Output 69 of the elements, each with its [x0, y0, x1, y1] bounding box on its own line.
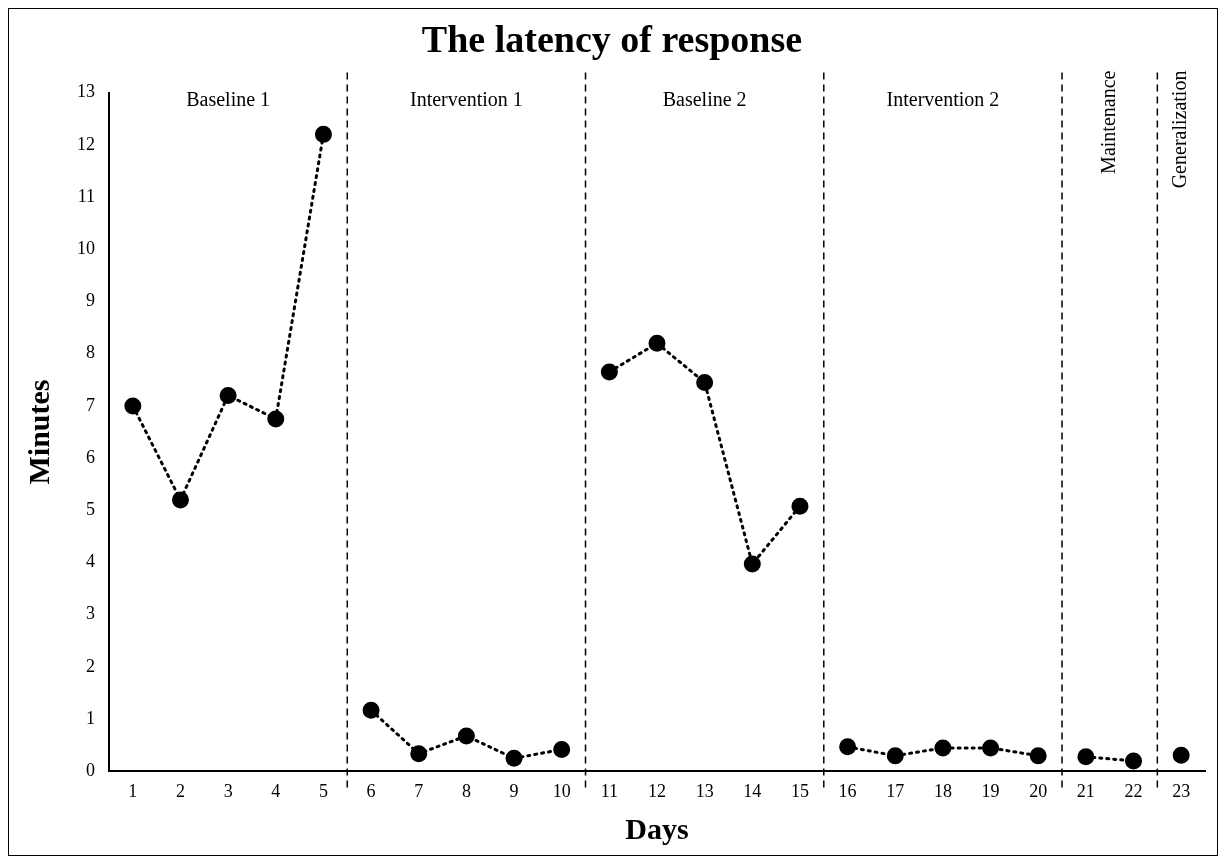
y-tick-label: 4 — [86, 551, 95, 572]
x-tick-label: 19 — [981, 780, 1000, 801]
x-tick-label: 14 — [743, 780, 762, 801]
x-tick-label: 17 — [886, 780, 905, 801]
x-tick-label: 22 — [1124, 780, 1143, 801]
point — [219, 386, 237, 404]
annotation: Intervention 2 — [886, 87, 1000, 110]
x-tick-label: 2 — [175, 780, 185, 801]
y-tick-label: 10 — [77, 237, 95, 258]
x-tick-label: 10 — [552, 780, 571, 801]
y-tick-label: 0 — [86, 760, 95, 781]
point — [696, 373, 714, 391]
x-tick-label: 11 — [600, 780, 619, 801]
point — [362, 701, 380, 719]
y-tick-label: 1 — [86, 707, 95, 728]
annotation: Generalization — [1168, 70, 1191, 189]
x-tick-label: 3 — [223, 780, 233, 801]
annotation: Baseline 2 — [662, 87, 747, 110]
point — [171, 491, 189, 509]
x-tick-label: 12 — [648, 780, 666, 801]
point — [1125, 752, 1143, 770]
x-tick-label: 13 — [695, 780, 714, 801]
point — [314, 125, 332, 143]
annotation: Intervention 1 — [410, 87, 523, 110]
x-tick-label: 23 — [1172, 780, 1191, 801]
x-tick-label: 8 — [461, 780, 471, 801]
y-tick-label: 5 — [86, 499, 95, 520]
y-tick-label: 13 — [77, 81, 95, 102]
point — [1029, 747, 1047, 765]
x-tick-label: 1 — [128, 780, 138, 801]
x-tick-label: 6 — [366, 780, 376, 801]
point — [505, 749, 523, 767]
point — [1172, 746, 1190, 764]
point — [839, 738, 857, 756]
x-tick-label: 5 — [318, 780, 328, 801]
point — [743, 555, 761, 573]
point — [124, 397, 142, 415]
x-tick-label: 15 — [790, 780, 809, 801]
point — [648, 334, 666, 352]
y-tick-label: 8 — [86, 342, 95, 363]
point — [934, 739, 952, 757]
point — [886, 747, 904, 765]
point — [982, 739, 1000, 757]
point — [410, 745, 428, 763]
y-tick-label: 3 — [86, 603, 95, 624]
chart-title: The latency of response — [421, 17, 803, 60]
x-tick-label: 4 — [271, 780, 281, 801]
y-axis-title: Minutes — [21, 379, 55, 485]
x-tick-label: 9 — [509, 780, 519, 801]
point — [791, 497, 809, 515]
y-tick-label: 12 — [77, 133, 95, 154]
y-tick-label: 7 — [86, 394, 95, 415]
x-tick-label: 7 — [414, 780, 424, 801]
x-tick-label: 21 — [1076, 780, 1095, 801]
y-tick-label: 2 — [86, 655, 95, 676]
point — [600, 363, 618, 381]
annotation: Baseline 1 — [186, 87, 271, 110]
annotation: Maintenance — [1096, 70, 1119, 174]
point — [457, 727, 475, 745]
y-tick-label: 6 — [86, 446, 95, 467]
point — [1077, 748, 1095, 766]
point — [267, 410, 285, 428]
y-tick-label: 9 — [86, 290, 95, 311]
x-tick-label: 20 — [1029, 780, 1048, 801]
x-axis-title: Days — [625, 811, 689, 845]
point — [553, 740, 571, 758]
x-tick-label: 16 — [838, 780, 857, 801]
y-tick-label: 11 — [77, 185, 95, 206]
x-tick-label: 18 — [933, 780, 952, 801]
